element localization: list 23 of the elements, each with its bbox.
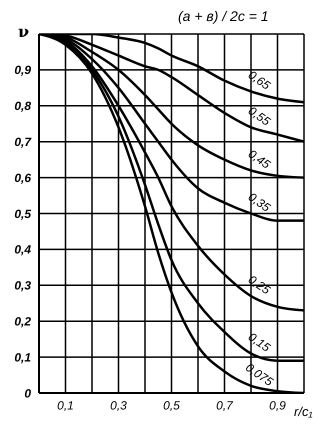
text: 0,55 bbox=[246, 104, 274, 129]
y-tick-label: 0,5 bbox=[14, 206, 32, 221]
x-tick-label: 0,7 bbox=[216, 398, 234, 413]
y-tick-label: 0,3 bbox=[14, 278, 32, 293]
x-tick-label: 0,1 bbox=[57, 398, 74, 413]
y-tick-label: 0,2 bbox=[14, 314, 32, 328]
text: 0,65 bbox=[246, 68, 274, 93]
y-tick-label: 0 bbox=[24, 386, 32, 400]
text: 0,35 bbox=[246, 190, 274, 215]
x-axis-title: r/c₁ bbox=[294, 404, 313, 419]
text: 0,45 bbox=[246, 146, 274, 172]
y-tick-label: 0,8 bbox=[14, 99, 32, 114]
y-tick-label: 0,9 bbox=[14, 63, 32, 78]
y-tick-label: 0,7 bbox=[14, 134, 32, 149]
x-tick-label: 0,9 bbox=[269, 398, 286, 413]
x-tick-label: 0,5 bbox=[163, 398, 180, 413]
y-axis-title: ν bbox=[18, 22, 30, 41]
y-tick-label: 0,1 bbox=[14, 350, 32, 364]
y-tick-label: 0,6 bbox=[14, 170, 32, 185]
chart-title: (a + в) / 2c = 1 bbox=[178, 8, 269, 24]
x-tick-label: 0,3 bbox=[110, 398, 128, 413]
y-tick-label: 0,4 bbox=[14, 242, 32, 257]
text: 0,15 bbox=[246, 330, 274, 355]
